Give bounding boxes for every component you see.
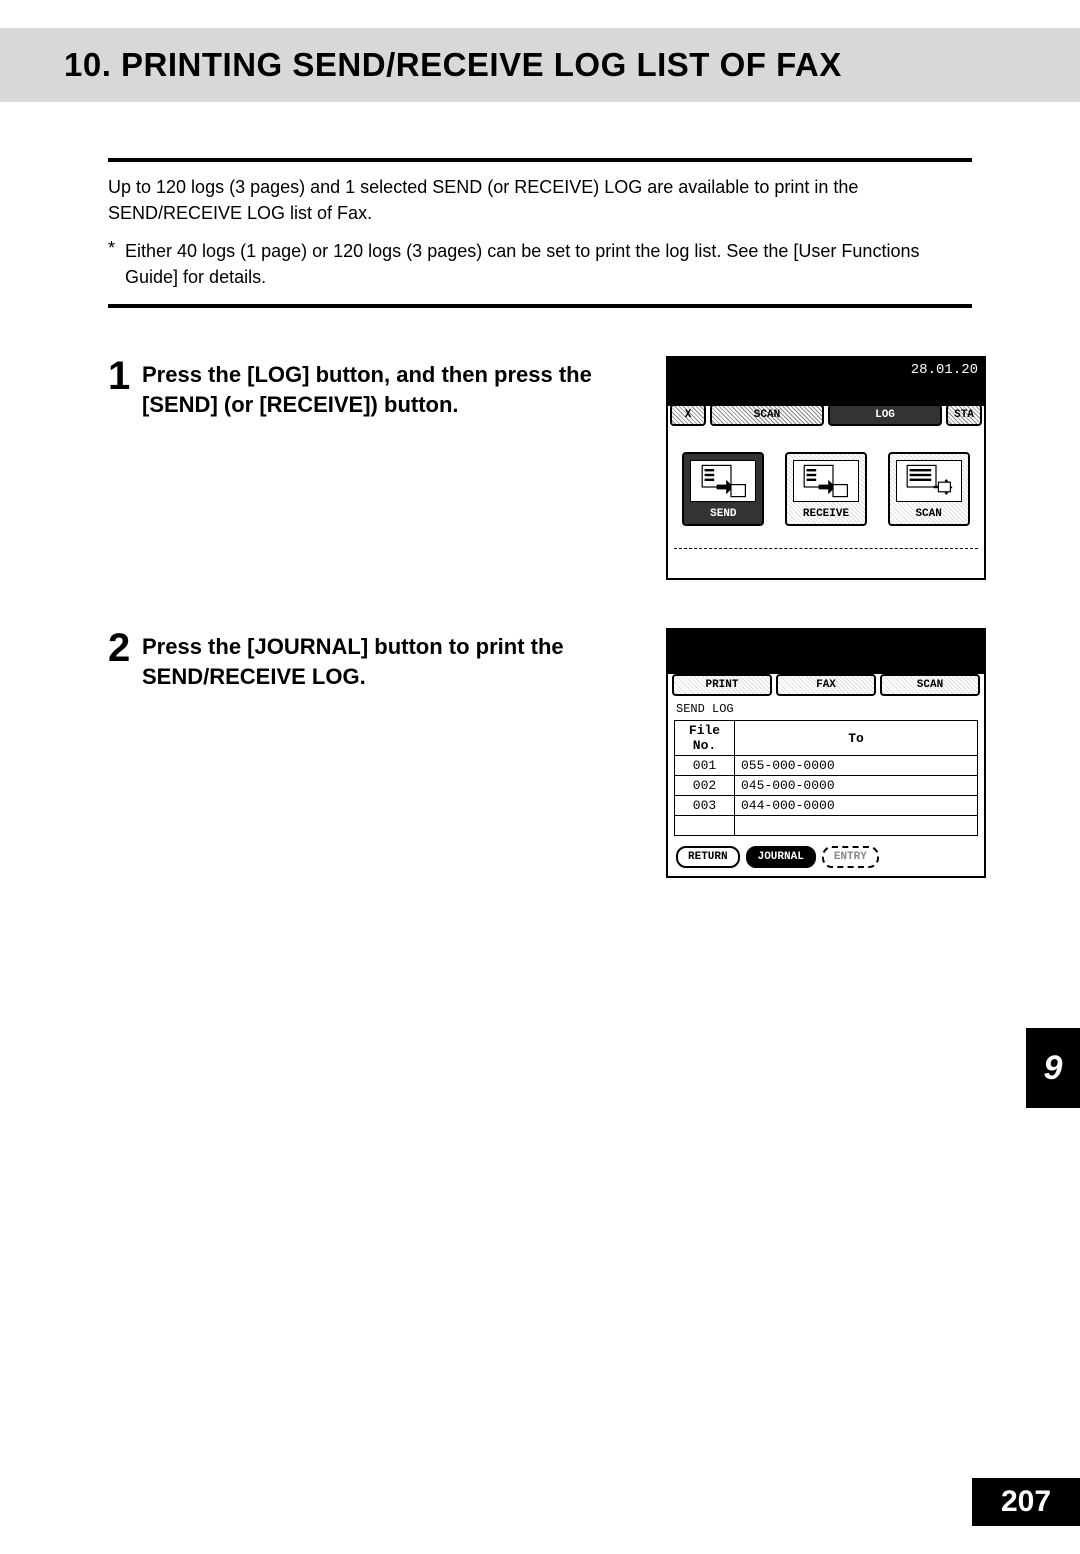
panel-1-header: 28.01.20 (668, 358, 984, 406)
figure-2: PRINT FAX SCAN SEND LOG File No. To 001 … (666, 628, 986, 878)
step-1-number: 1 (108, 356, 136, 419)
table-row[interactable]: 003 044-000-0000 (675, 796, 978, 816)
panel-2: PRINT FAX SCAN SEND LOG File No. To 001 … (666, 628, 986, 878)
intro-paragraph: Up to 120 logs (3 pages) and 1 selected … (108, 174, 972, 226)
step-1-text-col: 1 Press the [LOG] button, and then press… (108, 356, 648, 419)
panel-1-footer-line (674, 548, 978, 572)
receive-icon (793, 460, 859, 502)
section-title-bar: 10. PRINTING SEND/RECEIVE LOG LIST OF FA… (0, 28, 1080, 102)
entry-button[interactable]: ENTRY (822, 846, 879, 868)
send-label: SEND (710, 508, 736, 520)
tab-print[interactable]: PRINT (672, 674, 772, 696)
table-row[interactable]: 002 045-000-0000 (675, 776, 978, 796)
panel-1: 28.01.20 X SCAN LOG STA SEND (666, 356, 986, 580)
page-number-box: 207 (972, 1478, 1080, 1526)
table-row[interactable]: 001 055-000-0000 (675, 756, 978, 776)
note-row: * Either 40 logs (1 page) or 120 logs (3… (108, 238, 972, 290)
step-1: 1 Press the [LOG] button, and then press… (108, 356, 972, 580)
tab-log[interactable]: LOG (828, 404, 942, 426)
send-button[interactable]: SEND (682, 452, 764, 526)
tab-scan[interactable]: SCAN (710, 404, 824, 426)
col-file-no: File No. (675, 721, 735, 756)
table-header-row: File No. To (675, 721, 978, 756)
note-text: Either 40 logs (1 page) or 120 logs (3 p… (125, 238, 972, 290)
chapter-number: 9 (1044, 1049, 1063, 1088)
receive-label: RECEIVE (803, 508, 849, 520)
scan-label: SCAN (915, 508, 941, 520)
table-row-empty (675, 816, 978, 836)
tab-scan-2[interactable]: SCAN (880, 674, 980, 696)
send-log-label: SEND LOG (668, 696, 984, 720)
step-1-text: Press the [LOG] button, and then press t… (142, 356, 648, 419)
scan-button[interactable]: SCAN (888, 452, 970, 526)
steps-list: 1 Press the [LOG] button, and then press… (108, 356, 972, 878)
receive-button[interactable]: RECEIVE (785, 452, 867, 526)
journal-button[interactable]: JOURNAL (746, 846, 816, 868)
note-asterisk: * (108, 238, 115, 290)
log-table: File No. To 001 055-000-0000 002 045-000… (674, 720, 978, 836)
figure-1: 28.01.20 X SCAN LOG STA SEND (666, 356, 986, 580)
tab-x[interactable]: X (670, 404, 706, 426)
step-2-text-col: 2 Press the [JOURNAL] button to print th… (108, 628, 648, 691)
tab-fax[interactable]: FAX (776, 674, 876, 696)
panel-1-datetime: 28.01.20 (911, 362, 978, 378)
step-2-number: 2 (108, 628, 136, 691)
chapter-side-tab: 9 (1026, 1028, 1080, 1108)
content-area: Up to 120 logs (3 pages) and 1 selected … (0, 158, 1080, 878)
panel-2-tabs: PRINT FAX SCAN (668, 674, 984, 696)
intro-block: Up to 120 logs (3 pages) and 1 selected … (108, 158, 972, 308)
return-button[interactable]: RETURN (676, 846, 740, 868)
tab-sta[interactable]: STA (946, 404, 982, 426)
send-icon (690, 460, 756, 502)
scan-icon (896, 460, 962, 502)
col-to: To (735, 721, 978, 756)
panel-2-header (668, 630, 984, 674)
step-2-text: Press the [JOURNAL] button to print the … (142, 628, 648, 691)
step-2: 2 Press the [JOURNAL] button to print th… (108, 628, 972, 878)
section-title: 10. PRINTING SEND/RECEIVE LOG LIST OF FA… (64, 46, 1016, 84)
rule-bottom (108, 304, 972, 308)
panel-1-tabs: X SCAN LOG STA (668, 404, 984, 426)
panel-2-buttons: RETURN JOURNAL ENTRY (668, 836, 984, 876)
rule-top (108, 158, 972, 162)
panel-1-icons: SEND RECEIVE SCAN (668, 426, 984, 544)
page-number: 207 (1001, 1485, 1051, 1519)
